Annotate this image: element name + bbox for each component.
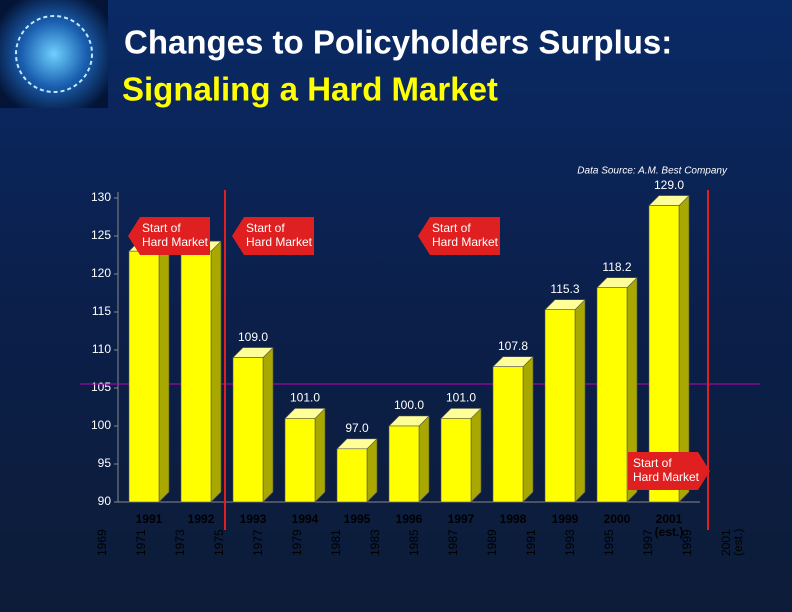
bar — [440, 418, 472, 503]
value-label: 118.2 — [602, 260, 631, 274]
overlay-year: 1987 — [446, 529, 460, 556]
value-label: 101.0 — [446, 391, 476, 405]
callout-box — [232, 217, 314, 255]
overlay-year: 1977 — [251, 529, 265, 556]
overlay-year: 1969 — [95, 529, 109, 556]
overlay-year: 1979 — [290, 529, 304, 556]
bar — [284, 418, 316, 503]
x-tick-label: 1996 — [396, 512, 423, 526]
bar-side — [366, 438, 378, 503]
subtitle: Signaling a Hard Market — [122, 71, 498, 108]
y-tick-label: 130 — [91, 190, 111, 204]
bar — [128, 250, 160, 503]
bar — [544, 309, 576, 503]
overlay-year: 2001 — [719, 529, 733, 556]
bar — [492, 366, 524, 503]
y-tick-label: 120 — [91, 266, 111, 280]
x-tick-label: 1994 — [292, 512, 319, 526]
value-label: 109.0 — [238, 330, 268, 344]
bar — [180, 250, 212, 503]
y-tick-label: 95 — [98, 456, 112, 470]
bar — [232, 357, 264, 503]
overlay-note: (est.) — [731, 529, 745, 556]
y-tick-label: 115 — [92, 304, 111, 318]
y-tick-label: 90 — [98, 494, 112, 508]
callout-label: Start of Hard Market — [142, 221, 209, 249]
bar — [388, 425, 420, 503]
overlay-year: 1989 — [485, 529, 499, 556]
callout-box — [628, 452, 710, 490]
bar-side — [210, 240, 222, 503]
logo — [0, 0, 108, 108]
y-tick-label: 105 — [91, 380, 111, 394]
value-label: 129.0 — [654, 178, 684, 192]
x-tick-label: 1993 — [240, 512, 267, 526]
overlay-year: 1995 — [602, 529, 616, 556]
x-tick-label: 2001 — [656, 512, 683, 526]
overlay-year: 1981 — [329, 529, 343, 556]
bar-side — [574, 298, 586, 503]
y-tick-label: 100 — [91, 418, 111, 432]
source: Data Source: A.M. Best Company — [577, 166, 728, 177]
logo-ring — [15, 15, 93, 93]
overlay-year: 1971 — [134, 529, 148, 556]
value-label: 100.0 — [394, 398, 424, 412]
y-tick-label: 110 — [92, 342, 111, 356]
callout-box — [128, 217, 210, 255]
callout-label: Start of Hard Market — [633, 456, 700, 484]
overlay-year: 1993 — [563, 529, 577, 556]
value-label: 101.0 — [290, 391, 320, 405]
overlay-year: 1973 — [173, 529, 187, 556]
callout-label: Start of Hard Market — [432, 221, 499, 249]
value-label: 115.3 — [550, 282, 579, 296]
title: Changes to Policyholders Surplus: — [124, 24, 672, 61]
callout-label: Start of Hard Market — [246, 221, 313, 249]
callout-box — [418, 217, 500, 255]
overlay-year: 1991 — [524, 529, 538, 556]
overlay-year: 1983 — [368, 529, 382, 556]
x-tick-label: 1999 — [552, 512, 579, 526]
bar-side — [470, 407, 482, 503]
value-label: 97.0 — [345, 421, 369, 435]
x-tick-label: 1997 — [448, 512, 475, 526]
x-tick-label: 1995 — [344, 512, 371, 526]
bar-side — [522, 355, 534, 503]
bar-side — [158, 240, 170, 503]
x-tick-note: (est.) — [655, 525, 684, 539]
overlay-year: 1999 — [680, 529, 694, 556]
bar-side — [418, 415, 430, 503]
overlay-year: 1985 — [407, 529, 421, 556]
bar-side — [262, 346, 274, 503]
overlay-year: 1997 — [641, 529, 655, 556]
x-tick-label: 2000 — [604, 512, 631, 526]
overlay-year: 1975 — [212, 529, 226, 556]
bar — [596, 287, 628, 503]
value-label: 107.8 — [498, 339, 528, 353]
bar — [336, 448, 368, 503]
x-tick-label: 1992 — [188, 512, 215, 526]
x-tick-label: 1991 — [136, 512, 163, 526]
bar-side — [314, 407, 326, 503]
y-tick-label: 125 — [91, 228, 111, 242]
x-tick-label: 1998 — [500, 512, 527, 526]
